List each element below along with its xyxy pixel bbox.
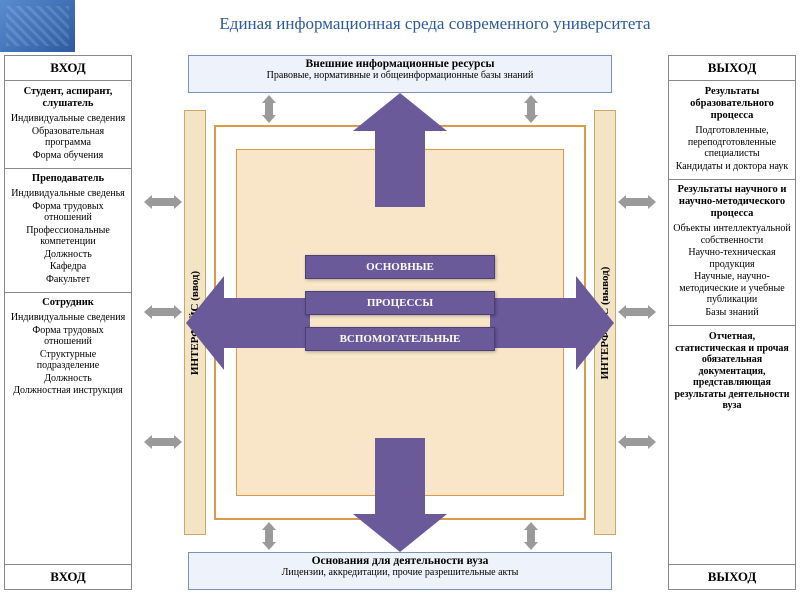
block-line: Должностная инструкция bbox=[9, 385, 127, 397]
gray-arrow-b2 bbox=[524, 522, 538, 550]
block-line: Кафедра bbox=[9, 261, 127, 273]
block-line: Профессиональные компетенции bbox=[9, 225, 127, 248]
block-line: Форма обучения bbox=[9, 150, 127, 162]
block-teacher: Преподаватель Индивидуальные сведенья Фо… bbox=[5, 168, 131, 292]
block-title: Результаты научного и научно-методическо… bbox=[673, 184, 791, 220]
block-line: Индивидуальные сведения bbox=[9, 113, 127, 125]
arrow-right-purple bbox=[490, 298, 580, 348]
gray-arrow-b1 bbox=[262, 522, 276, 550]
input-body: Студент, аспирант, слушатель Индивидуаль… bbox=[5, 82, 131, 563]
gray-arrow-t2 bbox=[524, 95, 538, 123]
foundations-box: Основания для деятельности вуза Лицензии… bbox=[188, 552, 612, 590]
ext-sub: Лицензии, аккредитации, прочие разрешите… bbox=[193, 567, 607, 578]
gray-arrow-r1 bbox=[618, 195, 656, 209]
arrow-down-purple bbox=[375, 438, 425, 518]
block-student: Студент, аспирант, слушатель Индивидуаль… bbox=[5, 82, 131, 168]
arrow-left-purple bbox=[220, 298, 310, 348]
block-line: Структурные подразделение bbox=[9, 349, 127, 372]
output-foot: ВЫХОД bbox=[669, 564, 795, 589]
gray-arrow-r2 bbox=[618, 305, 656, 319]
block-line: Факультет bbox=[9, 274, 127, 286]
process-box-2: ПРОЦЕССЫ bbox=[305, 291, 495, 315]
block-title: Сотрудник bbox=[9, 297, 127, 309]
block-line: Индивидуальные сведения bbox=[9, 312, 127, 324]
block-line: Должность bbox=[9, 373, 127, 385]
block-line: Отчетная, статистическая и прочая обязат… bbox=[673, 331, 791, 412]
external-resources-box: Внешние информационные ресурсы Правовые,… bbox=[188, 55, 612, 93]
block-reports: Отчетная, статистическая и прочая обязат… bbox=[669, 325, 795, 419]
input-head: ВХОД bbox=[5, 56, 131, 81]
gray-arrow-l3 bbox=[144, 435, 182, 449]
block-line: Форма трудовых отношений bbox=[9, 325, 127, 348]
block-title: Результаты образовательного процесса bbox=[673, 86, 791, 122]
ext-sub: Правовые, нормативные и общеинформационн… bbox=[193, 70, 607, 81]
output-column: ВЫХОД Результаты образовательного процес… bbox=[668, 55, 796, 590]
block-title: Преподаватель bbox=[9, 173, 127, 185]
gray-arrow-l2 bbox=[144, 305, 182, 319]
gray-arrow-l1 bbox=[144, 195, 182, 209]
block-line: Кандидаты и доктора наук bbox=[673, 161, 791, 173]
output-head: ВЫХОД bbox=[669, 56, 795, 81]
block-line: Образовательная программа bbox=[9, 126, 127, 149]
block-line: Объекты интеллектуальной собственности bbox=[673, 223, 791, 246]
block-edu-results: Результаты образовательного процесса Под… bbox=[669, 82, 795, 179]
input-foot: ВХОД bbox=[5, 564, 131, 589]
block-line: Должность bbox=[9, 249, 127, 261]
gray-arrow-t1 bbox=[262, 95, 276, 123]
logo-decoration bbox=[0, 0, 75, 52]
output-body: Результаты образовательного процесса Под… bbox=[669, 82, 795, 563]
center-stage: Внешние информационные ресурсы Правовые,… bbox=[142, 55, 658, 590]
gray-arrow-r3 bbox=[618, 435, 656, 449]
block-line: Базы знаний bbox=[673, 307, 791, 319]
input-column: ВХОД Студент, аспирант, слушатель Индиви… bbox=[4, 55, 132, 590]
process-box-3: ВСПОМОГАТЕЛЬНЫЕ bbox=[305, 327, 495, 351]
process-box-1: ОСНОВНЫЕ bbox=[305, 255, 495, 279]
block-line: Научно-техническая продукция bbox=[673, 247, 791, 270]
arrow-up-purple bbox=[375, 127, 425, 207]
block-line: Научные, научно-методические и учебные п… bbox=[673, 271, 791, 306]
block-line: Форма трудовых отношений bbox=[9, 201, 127, 224]
block-staff: Сотрудник Индивидуальные сведения Форма … bbox=[5, 292, 131, 404]
block-sci-results: Результаты научного и научно-методическо… bbox=[669, 179, 795, 325]
ext-title: Внешние информационные ресурсы bbox=[193, 58, 607, 70]
block-line: Индивидуальные сведенья bbox=[9, 188, 127, 200]
block-title: Студент, аспирант, слушатель bbox=[9, 86, 127, 110]
ext-title: Основания для деятельности вуза bbox=[193, 555, 607, 567]
page-title: Единая информационная среда современного… bbox=[80, 14, 790, 34]
block-line: Подготовленные, переподготовленные специ… bbox=[673, 125, 791, 160]
